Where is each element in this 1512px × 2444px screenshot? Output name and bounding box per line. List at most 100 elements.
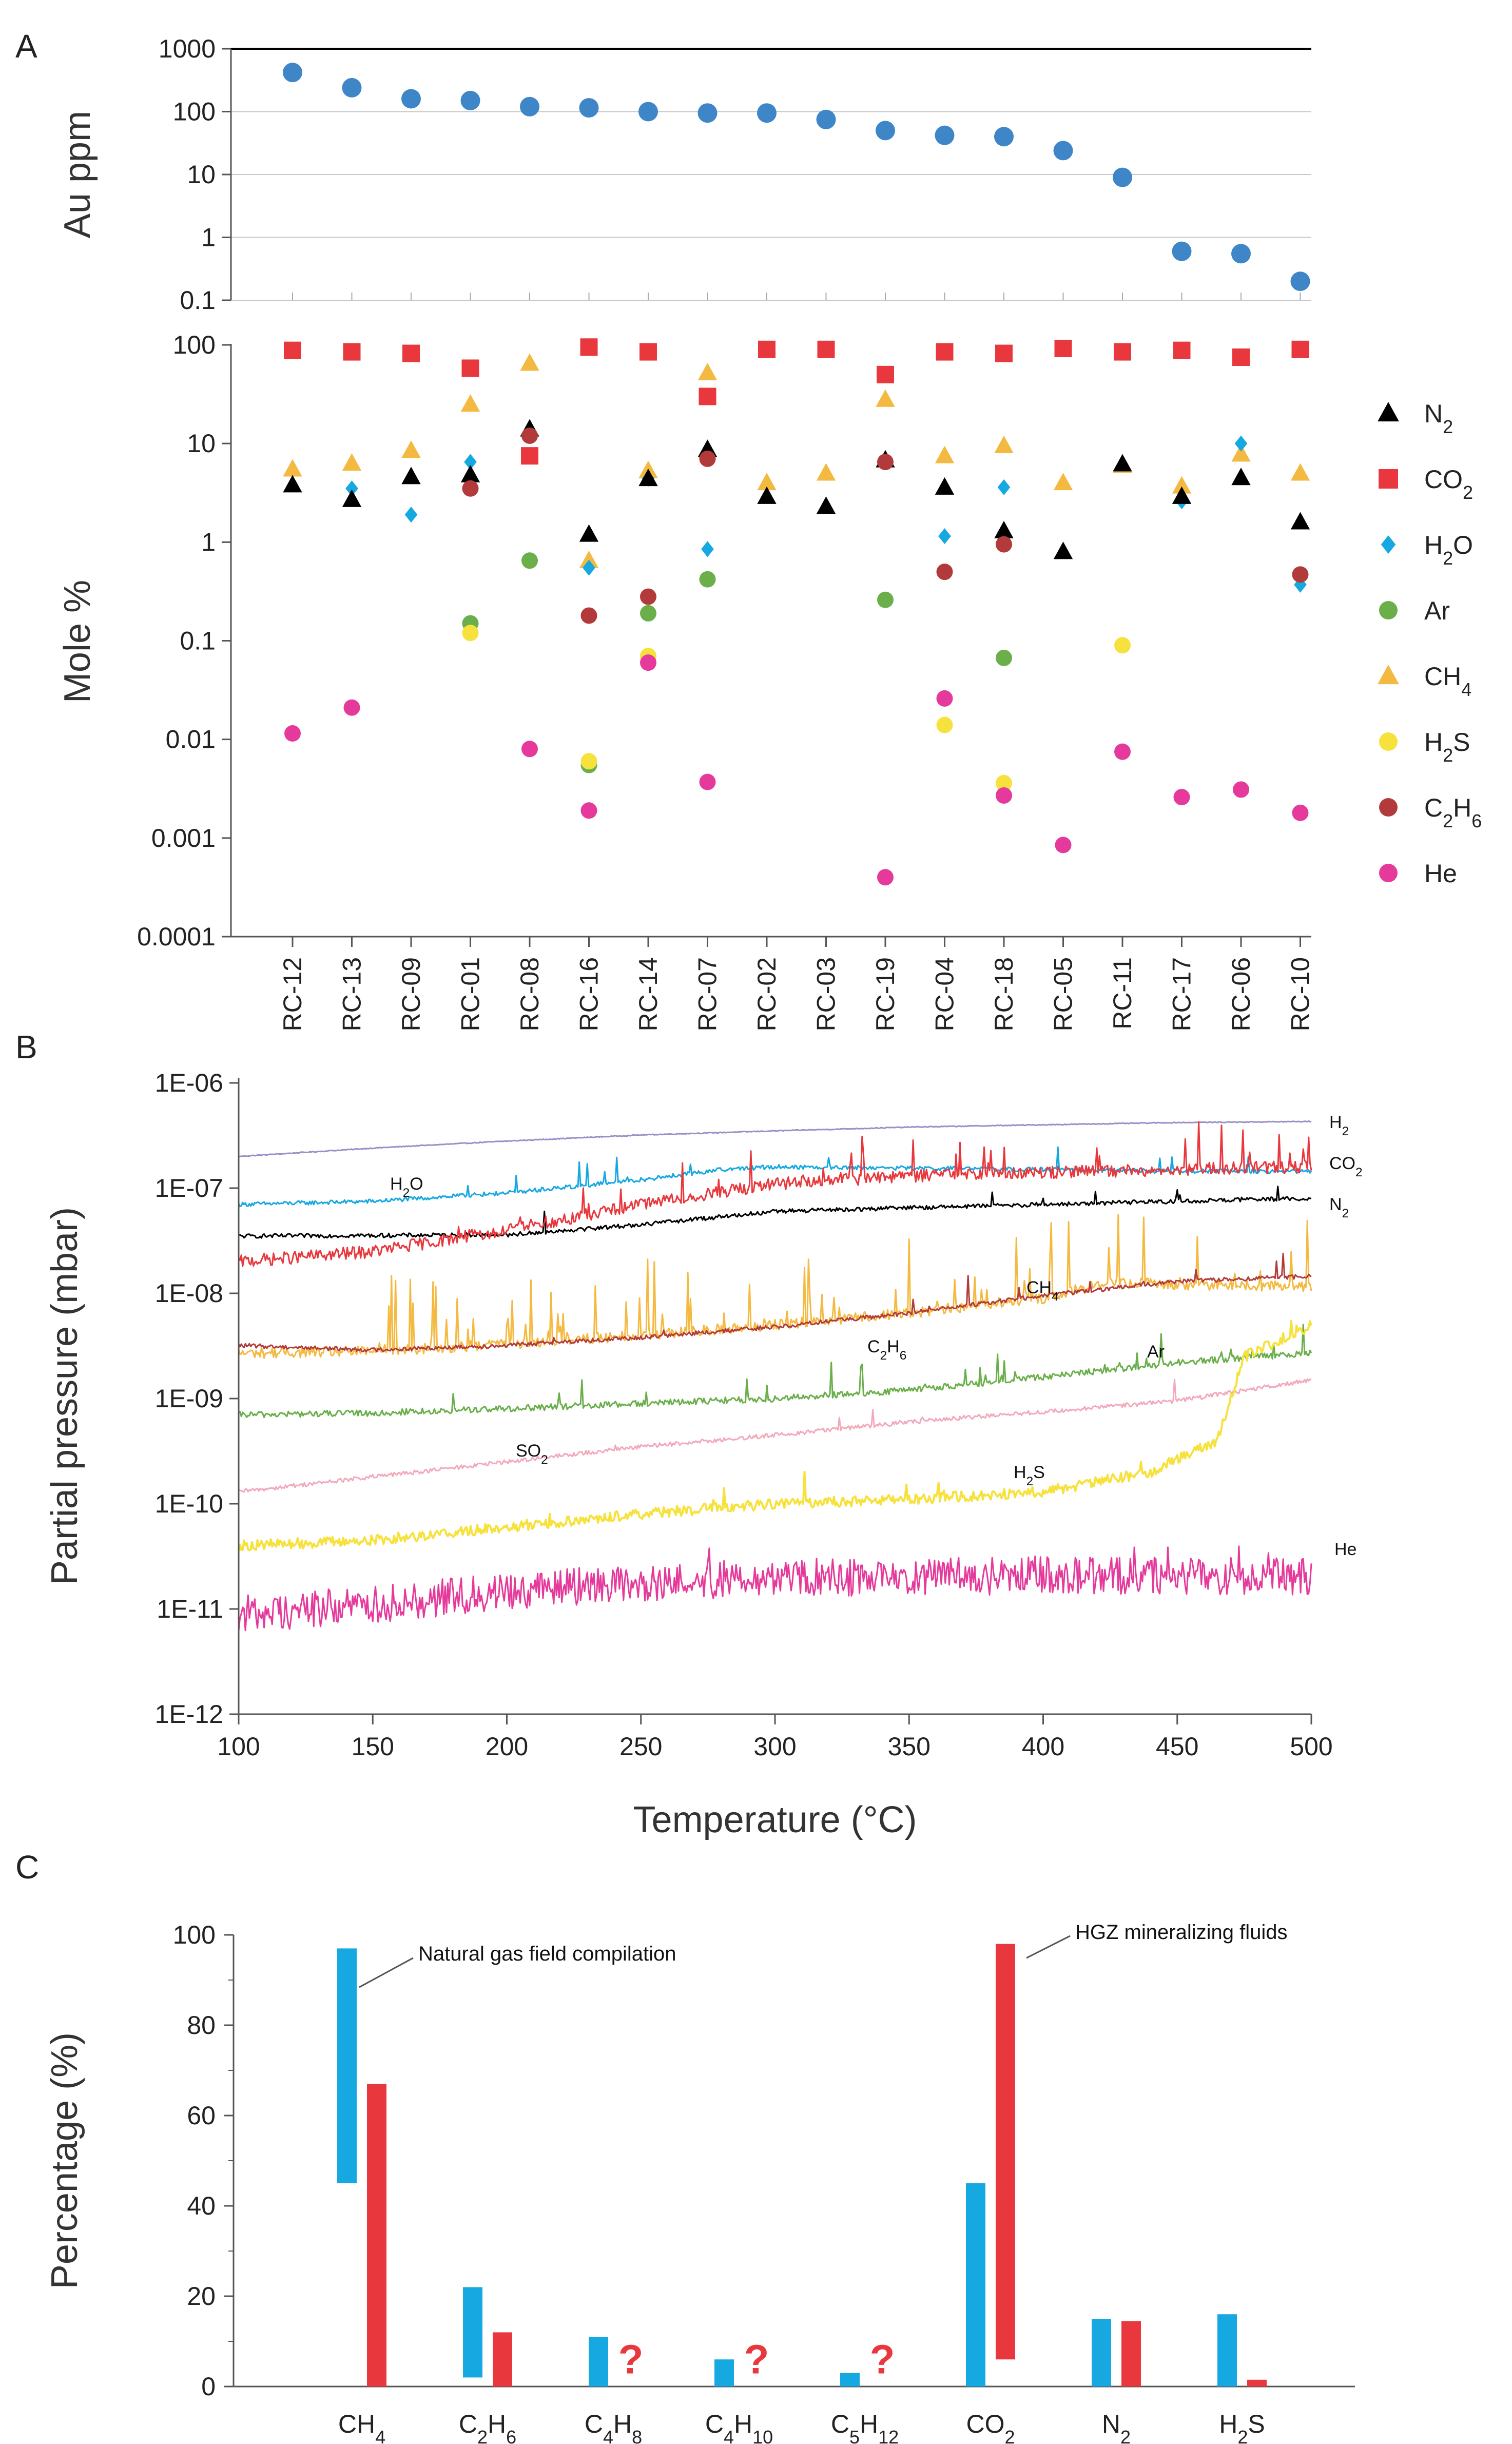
pressure-y-ticks: 1E-06 1E-07 1E-08 1E-09 1E-10 1E-11 1E-12 xyxy=(155,1069,239,1729)
pressure-x-tick-label: 500 xyxy=(1290,1732,1332,1761)
mole-point-ch4 xyxy=(520,353,539,371)
mole-point-h2o xyxy=(583,559,595,576)
legend-marker-co2 xyxy=(1379,469,1398,489)
mole-point-ar xyxy=(699,571,716,588)
mole-point-c2h6 xyxy=(699,450,716,467)
mole-point-co2 xyxy=(284,341,301,359)
mole-point-co2 xyxy=(817,340,835,358)
bar-hgz xyxy=(1121,2321,1141,2387)
mole-x-tick-label: RC-02 xyxy=(752,957,781,1031)
bar-natural-gas xyxy=(463,2287,482,2378)
hgz-annotation: HGZ mineralizing fluids xyxy=(1075,1921,1287,1944)
mole-point-h2s xyxy=(936,716,953,733)
mole-point-co2 xyxy=(936,343,954,361)
mole-x-tick-label: RC-14 xyxy=(634,957,663,1031)
mole-point-ch4 xyxy=(283,459,302,477)
mole-point-n2 xyxy=(1290,512,1310,530)
au-point xyxy=(935,125,955,145)
mole-point-co2 xyxy=(580,338,598,356)
mole-point-h2o xyxy=(701,541,714,557)
mole-point-co2 xyxy=(758,340,776,358)
mole-point-h2s xyxy=(1114,637,1131,654)
au-grid xyxy=(231,48,1311,301)
mole-point-h2o xyxy=(464,454,477,470)
pressure-line-h2 xyxy=(238,1120,1312,1158)
mole-point-co2 xyxy=(1291,340,1309,358)
bar-x-tick-label: H2S xyxy=(1219,2410,1265,2444)
mole-point-h2s xyxy=(462,625,479,642)
hgz-leader-line xyxy=(1026,1935,1071,1959)
pressure-line-h2s xyxy=(238,1320,1312,1551)
mole-point-he xyxy=(936,690,953,707)
mole-point-ch4 xyxy=(757,473,777,491)
pressure-y-tick-label: 1E-08 xyxy=(155,1279,223,1308)
mole-point-co2 xyxy=(877,365,894,383)
bar-hgz xyxy=(996,1944,1015,2360)
mole-point-c2h6 xyxy=(877,454,894,471)
bar-natural-gas xyxy=(1092,2319,1111,2387)
mole-x-tick-label: RC-16 xyxy=(575,957,604,1031)
mole-point-c2h6 xyxy=(580,607,597,624)
bar-x-tick-label: C4H10 xyxy=(705,2410,773,2444)
pressure-y-tick-label: 1E-06 xyxy=(155,1069,223,1097)
bars: ??? xyxy=(337,1944,1267,2387)
au-point xyxy=(1231,244,1251,264)
pressure-series-labels: H2 CO2 N2 H2O CH4 C2H6 Ar SO2 H2S He xyxy=(390,1113,1363,1559)
mole-point-ar xyxy=(996,649,1012,666)
mole-point-ch4 xyxy=(401,440,421,458)
mole-point-n2 xyxy=(401,467,421,484)
mole-point-ar xyxy=(521,552,538,569)
bar-natural-gas xyxy=(1217,2314,1237,2387)
mole-point-co2 xyxy=(639,343,657,361)
legend-label-n2: N2 xyxy=(1424,399,1453,437)
bar-y-tick-label: 60 xyxy=(187,2101,216,2130)
mole-point-ch4 xyxy=(1290,463,1310,481)
pressure-label-n2: N2 xyxy=(1329,1195,1349,1220)
mole-point-ch4 xyxy=(697,363,718,381)
mole-point-n2 xyxy=(579,524,599,542)
mole-legend: N2 CO2 H2O Ar CH4 H2S C2H6 He xyxy=(1378,399,1482,888)
mole-point-he xyxy=(1055,837,1072,854)
mole-point-he xyxy=(343,699,360,716)
mole-point-n2 xyxy=(1113,454,1132,472)
pressure-label-he: He xyxy=(1334,1540,1356,1559)
panel-letter-b: B xyxy=(15,1029,37,1065)
au-point xyxy=(757,103,777,123)
au-point xyxy=(579,98,599,118)
mole-y-tick-label: 100 xyxy=(173,331,216,359)
pressure-y-tick-label: 1E-11 xyxy=(157,1595,223,1623)
mole-x-tick-label: RC-07 xyxy=(693,957,722,1031)
mole-point-he xyxy=(1233,781,1249,798)
legend-label-ar: Ar xyxy=(1424,596,1450,625)
pressure-label-h2s: H2S xyxy=(1014,1463,1045,1488)
mole-point-co2 xyxy=(1114,343,1131,361)
pressure-y-tick-label: 1E-10 xyxy=(155,1489,223,1518)
au-point xyxy=(520,96,539,117)
mole-point-h2s xyxy=(580,753,597,770)
bar-natural-gas xyxy=(714,2359,734,2387)
unknown-marker: ? xyxy=(870,2336,895,2382)
au-y-axis-title: Au ppm xyxy=(57,111,98,238)
legend-label-he: He xyxy=(1424,859,1457,888)
mole-point-he xyxy=(1173,789,1190,806)
mole-x-tick-label: RC-05 xyxy=(1049,957,1078,1031)
bar-hgz xyxy=(367,2084,386,2387)
pressure-line-ar xyxy=(238,1324,1312,1419)
au-point xyxy=(342,77,362,98)
mole-x-tick-label: RC-06 xyxy=(1227,957,1255,1031)
mole-point-he xyxy=(580,802,597,819)
mole-point-co2 xyxy=(1173,341,1191,359)
legend-marker-he xyxy=(1379,864,1398,882)
mole-y-tick-label: 0.1 xyxy=(180,627,216,655)
bar-x-tick-label: C2H6 xyxy=(459,2410,516,2444)
mole-point-co2 xyxy=(402,344,420,362)
mole-point-h2o xyxy=(997,479,1011,496)
mole-point-ch4 xyxy=(342,453,362,471)
mole-point-he xyxy=(1114,743,1131,760)
mole-point-ch4 xyxy=(994,435,1014,453)
panel-letter-c: C xyxy=(15,1849,39,1886)
mole-x-tick-label: RC-03 xyxy=(812,957,841,1031)
mole-point-h2o xyxy=(1234,435,1248,452)
mole-point-n2 xyxy=(994,520,1014,538)
